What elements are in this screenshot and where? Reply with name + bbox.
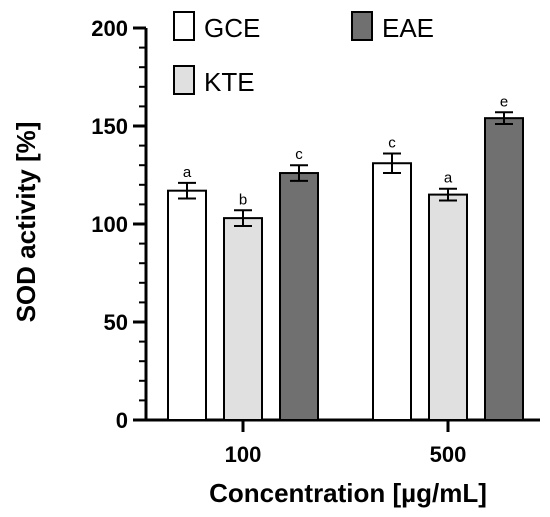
y-tick-label: 0 bbox=[116, 408, 128, 433]
legend-label-eae: EAE bbox=[382, 13, 434, 43]
y-tick-label: 100 bbox=[91, 212, 128, 237]
significance-label: a bbox=[444, 170, 453, 187]
bar-gce-500 bbox=[372, 162, 412, 422]
y-tick-label: 200 bbox=[91, 16, 128, 41]
y-tick-label: 50 bbox=[104, 310, 128, 335]
x-axis: 100 500 bbox=[144, 418, 540, 467]
bar-kte-100 bbox=[223, 217, 263, 421]
bar-gce-100 bbox=[167, 189, 207, 421]
significance-label: a bbox=[183, 164, 192, 181]
bars: a b c c a e bbox=[167, 93, 524, 422]
legend-label-kte: KTE bbox=[204, 67, 255, 97]
legend: GCE KTE EAE bbox=[173, 11, 434, 97]
bar-eae-100 bbox=[279, 172, 319, 421]
x-tick-label: 100 bbox=[225, 442, 262, 467]
legend-swatch-kte bbox=[173, 65, 195, 95]
y-tick-label: 150 bbox=[91, 114, 128, 139]
legend-swatch-gce bbox=[173, 11, 195, 41]
y-axis-label: SOD activity [%] bbox=[11, 122, 41, 323]
significance-label: b bbox=[239, 191, 247, 208]
x-tick-label: 500 bbox=[430, 442, 467, 467]
legend-swatch-eae bbox=[351, 11, 373, 41]
bar-eae-500 bbox=[484, 117, 524, 421]
significance-label: e bbox=[500, 93, 508, 110]
legend-label-gce: GCE bbox=[204, 13, 260, 43]
x-axis-label: Concentration [µg/mL] bbox=[209, 478, 487, 508]
significance-label: c bbox=[388, 134, 396, 151]
significance-label: c bbox=[295, 146, 303, 163]
y-axis: 0 50 100 150 200 bbox=[91, 16, 148, 433]
bar-kte-500 bbox=[428, 193, 468, 421]
